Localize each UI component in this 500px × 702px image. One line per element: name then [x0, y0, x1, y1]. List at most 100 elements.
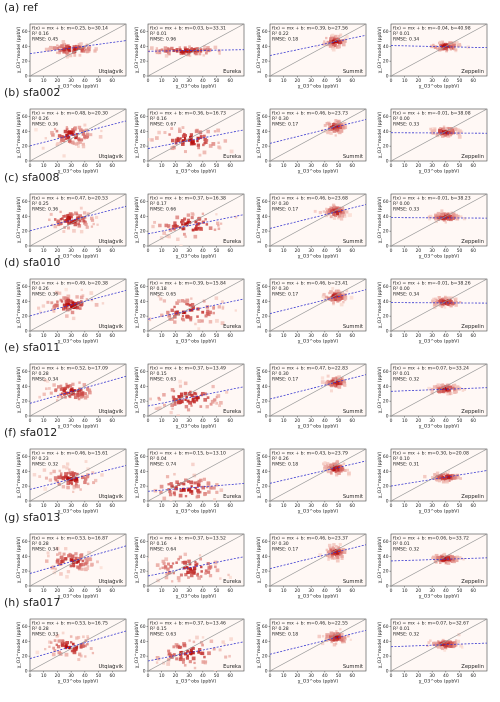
- density-cell: [183, 652, 188, 656]
- density-cell: [52, 469, 56, 474]
- density-cell: [432, 555, 436, 560]
- density-cell: [449, 304, 453, 308]
- density-cell: [181, 126, 185, 129]
- density-cell: [50, 301, 54, 305]
- fit-equation: f(x) = mx + b: m=0.49, b=20.38: [32, 281, 108, 287]
- density-cell: [194, 322, 197, 326]
- axes-content: [391, 24, 487, 76]
- density-cell: [438, 561, 442, 564]
- density-cell: [204, 314, 208, 318]
- density-cell: [84, 460, 88, 463]
- density-cell: [81, 144, 86, 149]
- density-cell: [89, 133, 93, 137]
- density-cell: [206, 47, 210, 51]
- density-cell: [81, 559, 84, 563]
- density-cell: [215, 568, 220, 573]
- density-cell: [449, 134, 453, 137]
- density-cell: [446, 475, 451, 480]
- station-label: Summit: [343, 664, 363, 670]
- station-label: Zeppelin: [461, 69, 484, 75]
- density-cell: [65, 645, 69, 648]
- density-cell: [448, 296, 452, 300]
- density-cell: [155, 563, 160, 567]
- density-cell: [77, 43, 81, 47]
- density-cell: [62, 47, 66, 51]
- r2-value: R² 0.01: [393, 541, 410, 547]
- density-cell: [338, 381, 343, 385]
- density-cell: [74, 552, 78, 556]
- density-cell: [183, 46, 187, 50]
- density-cell: [94, 302, 99, 307]
- y-tick-label: 0: [25, 159, 28, 165]
- density-cell: [193, 481, 197, 485]
- y-tick-label: 40: [22, 384, 28, 390]
- density-cell: [187, 392, 192, 396]
- density-cell: [190, 404, 193, 407]
- density-cell: [220, 300, 224, 304]
- density-cell: [203, 655, 206, 659]
- density-cell: [186, 567, 190, 570]
- fit-line: [30, 40, 126, 55]
- density-cell: [330, 553, 334, 558]
- axes-content: [30, 279, 126, 331]
- y-tick-label: 60: [383, 29, 389, 35]
- station-label: Eureka: [223, 579, 241, 585]
- density-cell: [47, 387, 51, 390]
- density-cell: [167, 653, 170, 656]
- x-tick-label: 10: [159, 333, 165, 339]
- density-cell: [75, 636, 79, 640]
- density-cell: [79, 645, 83, 649]
- density-cell: [335, 558, 340, 563]
- density-cell: [173, 402, 177, 406]
- density-cell: [175, 301, 179, 305]
- density-cell: [77, 125, 82, 130]
- density-cell: [205, 311, 209, 316]
- density-cell: [65, 307, 70, 312]
- axes-content: [30, 619, 126, 671]
- density-cell: [428, 214, 433, 219]
- rmse-value: RMSE: 0.66: [150, 207, 176, 213]
- density-cell: [157, 295, 160, 298]
- r2-value: R² 0.16: [150, 541, 167, 547]
- density-cell: [163, 564, 167, 568]
- x-tick-label: 40: [322, 163, 328, 169]
- density-cell: [158, 406, 162, 410]
- density-cell: [215, 401, 219, 405]
- station-label: Utqiaġvik: [98, 409, 123, 415]
- density-cell: [191, 646, 195, 650]
- density-cell: [168, 133, 171, 136]
- density-cell: [83, 480, 87, 485]
- x-tick-label: 30: [186, 673, 192, 679]
- density-cell: [341, 632, 344, 636]
- x-tick-label: 40: [443, 418, 449, 424]
- density-cell: [167, 314, 172, 318]
- density-cell: [65, 303, 69, 307]
- x-tick-label: 20: [173, 163, 179, 169]
- density-cell: [321, 635, 325, 638]
- one-to-one-line: [391, 194, 487, 246]
- density-cell: [446, 126, 449, 130]
- density-cell: [199, 50, 203, 53]
- x-tick-label: 50: [457, 248, 463, 254]
- density-cell: [81, 132, 85, 136]
- x-tick-label: 20: [295, 588, 301, 594]
- density-cell: [80, 302, 84, 306]
- density-cell: [51, 565, 56, 569]
- x-tick-label: 50: [96, 588, 102, 594]
- density-cell: [169, 565, 173, 569]
- y-tick-label: 60: [262, 199, 268, 205]
- density-cell: [196, 315, 199, 318]
- density-cell: [57, 650, 62, 655]
- x-tick-label: 50: [336, 248, 342, 254]
- density-cell: [196, 143, 201, 147]
- y-tick-label: 60: [262, 454, 268, 460]
- density-cell: [175, 561, 178, 564]
- density-cell: [158, 49, 161, 52]
- x-tick-label: 20: [295, 418, 301, 424]
- x-tick-label: 10: [402, 333, 408, 339]
- density-cell: [187, 559, 191, 564]
- density-cell: [85, 132, 90, 137]
- y-tick-label: 60: [140, 114, 146, 120]
